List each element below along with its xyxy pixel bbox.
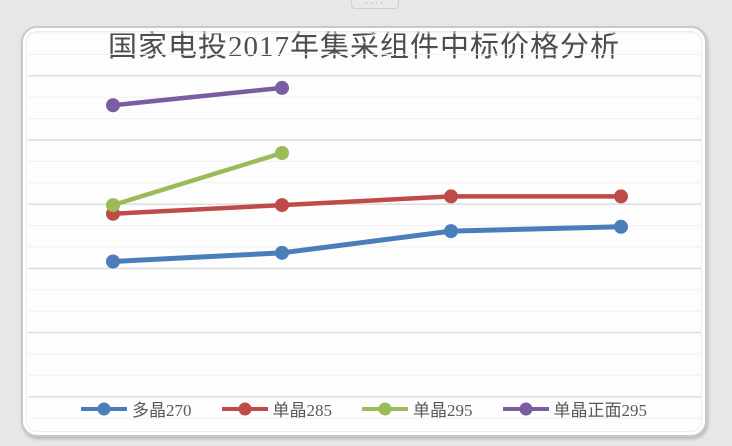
legend-line-marker-icon <box>221 402 268 415</box>
series-line-单晶295 <box>110 150 285 208</box>
series-line-单晶正面295 <box>110 85 285 108</box>
chart-legend: 多晶270 单晶285 单晶295 单晶正面295 <box>23 396 705 421</box>
legend-label: 单晶295 <box>413 401 473 420</box>
legend-item-单晶正面295: 单晶正面295 <box>502 396 648 421</box>
legend-line-marker-icon <box>81 402 127 415</box>
legend-label: 单晶285 <box>272 401 333 420</box>
legend-item-多晶270: 多晶270 <box>81 396 192 421</box>
data-point-marker <box>275 146 289 160</box>
data-point-marker <box>444 189 458 204</box>
legend-line-marker-icon <box>502 402 549 415</box>
legend-item-单晶295: 单晶295 <box>362 396 473 421</box>
line-chart-plot <box>28 32 701 419</box>
data-point-marker <box>275 198 289 213</box>
data-point-marker <box>614 189 628 204</box>
data-point-marker <box>275 80 289 95</box>
data-point-marker <box>444 224 458 239</box>
data-point-marker <box>106 254 120 269</box>
data-point-marker <box>614 219 628 234</box>
data-point-marker <box>106 98 120 113</box>
data-point-marker <box>275 245 289 260</box>
legend-item-单晶285: 单晶285 <box>221 396 333 421</box>
series-line-单晶285 <box>110 194 624 217</box>
legend-label: 单晶正面295 <box>553 401 648 420</box>
data-point-marker <box>106 198 120 213</box>
chart-card: 国家电投2017年集采组件中标价格分析 多晶270 单晶285 单晶295 单晶正面2… <box>21 26 707 437</box>
chart-title: 国家电投2017年集采组件中标价格分析 <box>107 31 620 63</box>
top-handle-dots: ···· <box>351 0 399 9</box>
legend-label: 多晶270 <box>132 401 192 420</box>
series-line-多晶270 <box>110 224 624 264</box>
legend-line-marker-icon <box>362 402 408 415</box>
